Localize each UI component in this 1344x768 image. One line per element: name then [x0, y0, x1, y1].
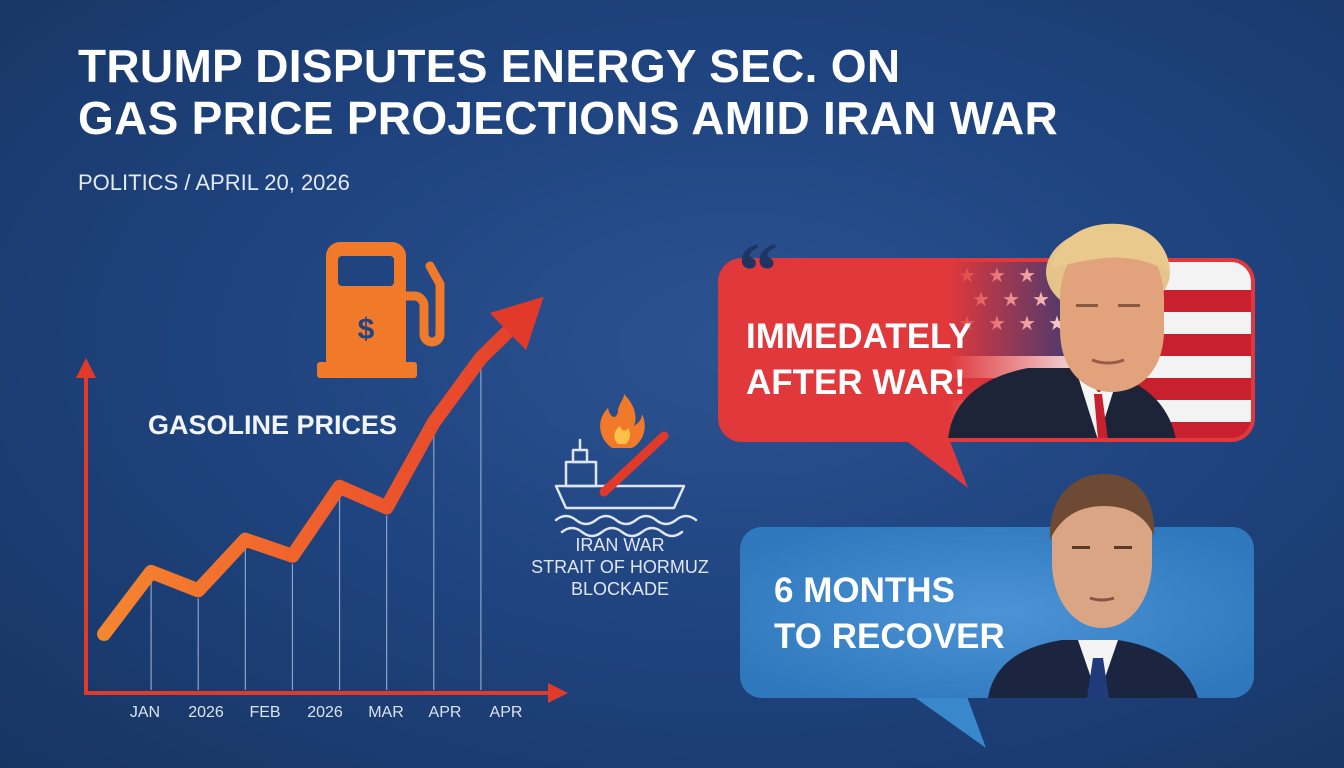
quote-top-text: IMMEDATELY AFTER WAR!	[746, 314, 972, 406]
quote-bubble-top: ★★★★ ★★★ ★★★★ “	[718, 228, 1255, 488]
quote-bottom-line-1: 6 MONTHS	[774, 571, 955, 610]
event-line-3: BLOCKADE	[570, 579, 670, 599]
chart-title: GASOLINE PRICES	[148, 410, 398, 440]
x-tick-label: JAN	[129, 704, 161, 721]
publish-date: APRIL 20, 2026	[195, 170, 350, 195]
energy-secretary-head	[1049, 474, 1155, 628]
x-tick-label: MAR	[368, 704, 404, 721]
quote-bottom-line-2: TO RECOVER	[774, 617, 1005, 656]
article-meta: POLITICS / APRIL 20, 2026	[78, 170, 350, 196]
meta-separator: /	[178, 170, 196, 195]
headline-line-1: TRUMP DISPUTES ENERGY SEC. ON	[78, 40, 901, 92]
gasoline-price-series	[97, 296, 544, 641]
quote-bottom-text: 6 MONTHS TO RECOVER	[774, 568, 1005, 660]
event-line-2: STRAIT OF HORMUZ	[531, 557, 709, 577]
x-tick-label: FEB	[249, 704, 281, 721]
event-line-1: IRAN WAR	[575, 535, 665, 555]
category-link[interactable]: POLITICS	[78, 170, 179, 195]
x-tick-label: APR	[428, 704, 462, 721]
x-tick-label: 2026	[307, 704, 343, 721]
trump-head	[1046, 223, 1170, 392]
event-caption: IRAN WAR STRAIT OF HORMUZ BLOCKADE	[520, 534, 720, 600]
series-line	[97, 305, 535, 641]
trend-arrowhead	[489, 296, 544, 351]
x-tick-label: 2026	[188, 704, 224, 721]
quote-top-line-2: AFTER WAR!	[746, 363, 966, 402]
chart-axes	[76, 358, 568, 703]
headline-line-2: GAS PRICE PROJECTIONS AMID IRAN WAR	[78, 92, 1058, 144]
chart-gridlines	[150, 366, 482, 690]
svg-text:$: $	[358, 313, 375, 346]
x-tick-label: APR	[489, 704, 523, 721]
quote-top-line-1: IMMEDATELY	[746, 317, 972, 356]
tanker-ship-fire-icon	[554, 394, 698, 538]
quote-mark: “	[738, 228, 778, 316]
gas-pump-dollar-icon: $	[317, 242, 445, 378]
energy-secretary-portrait	[988, 640, 1198, 698]
headline: TRUMP DISPUTES ENERGY SEC. ON GAS PRICE …	[78, 40, 1058, 144]
